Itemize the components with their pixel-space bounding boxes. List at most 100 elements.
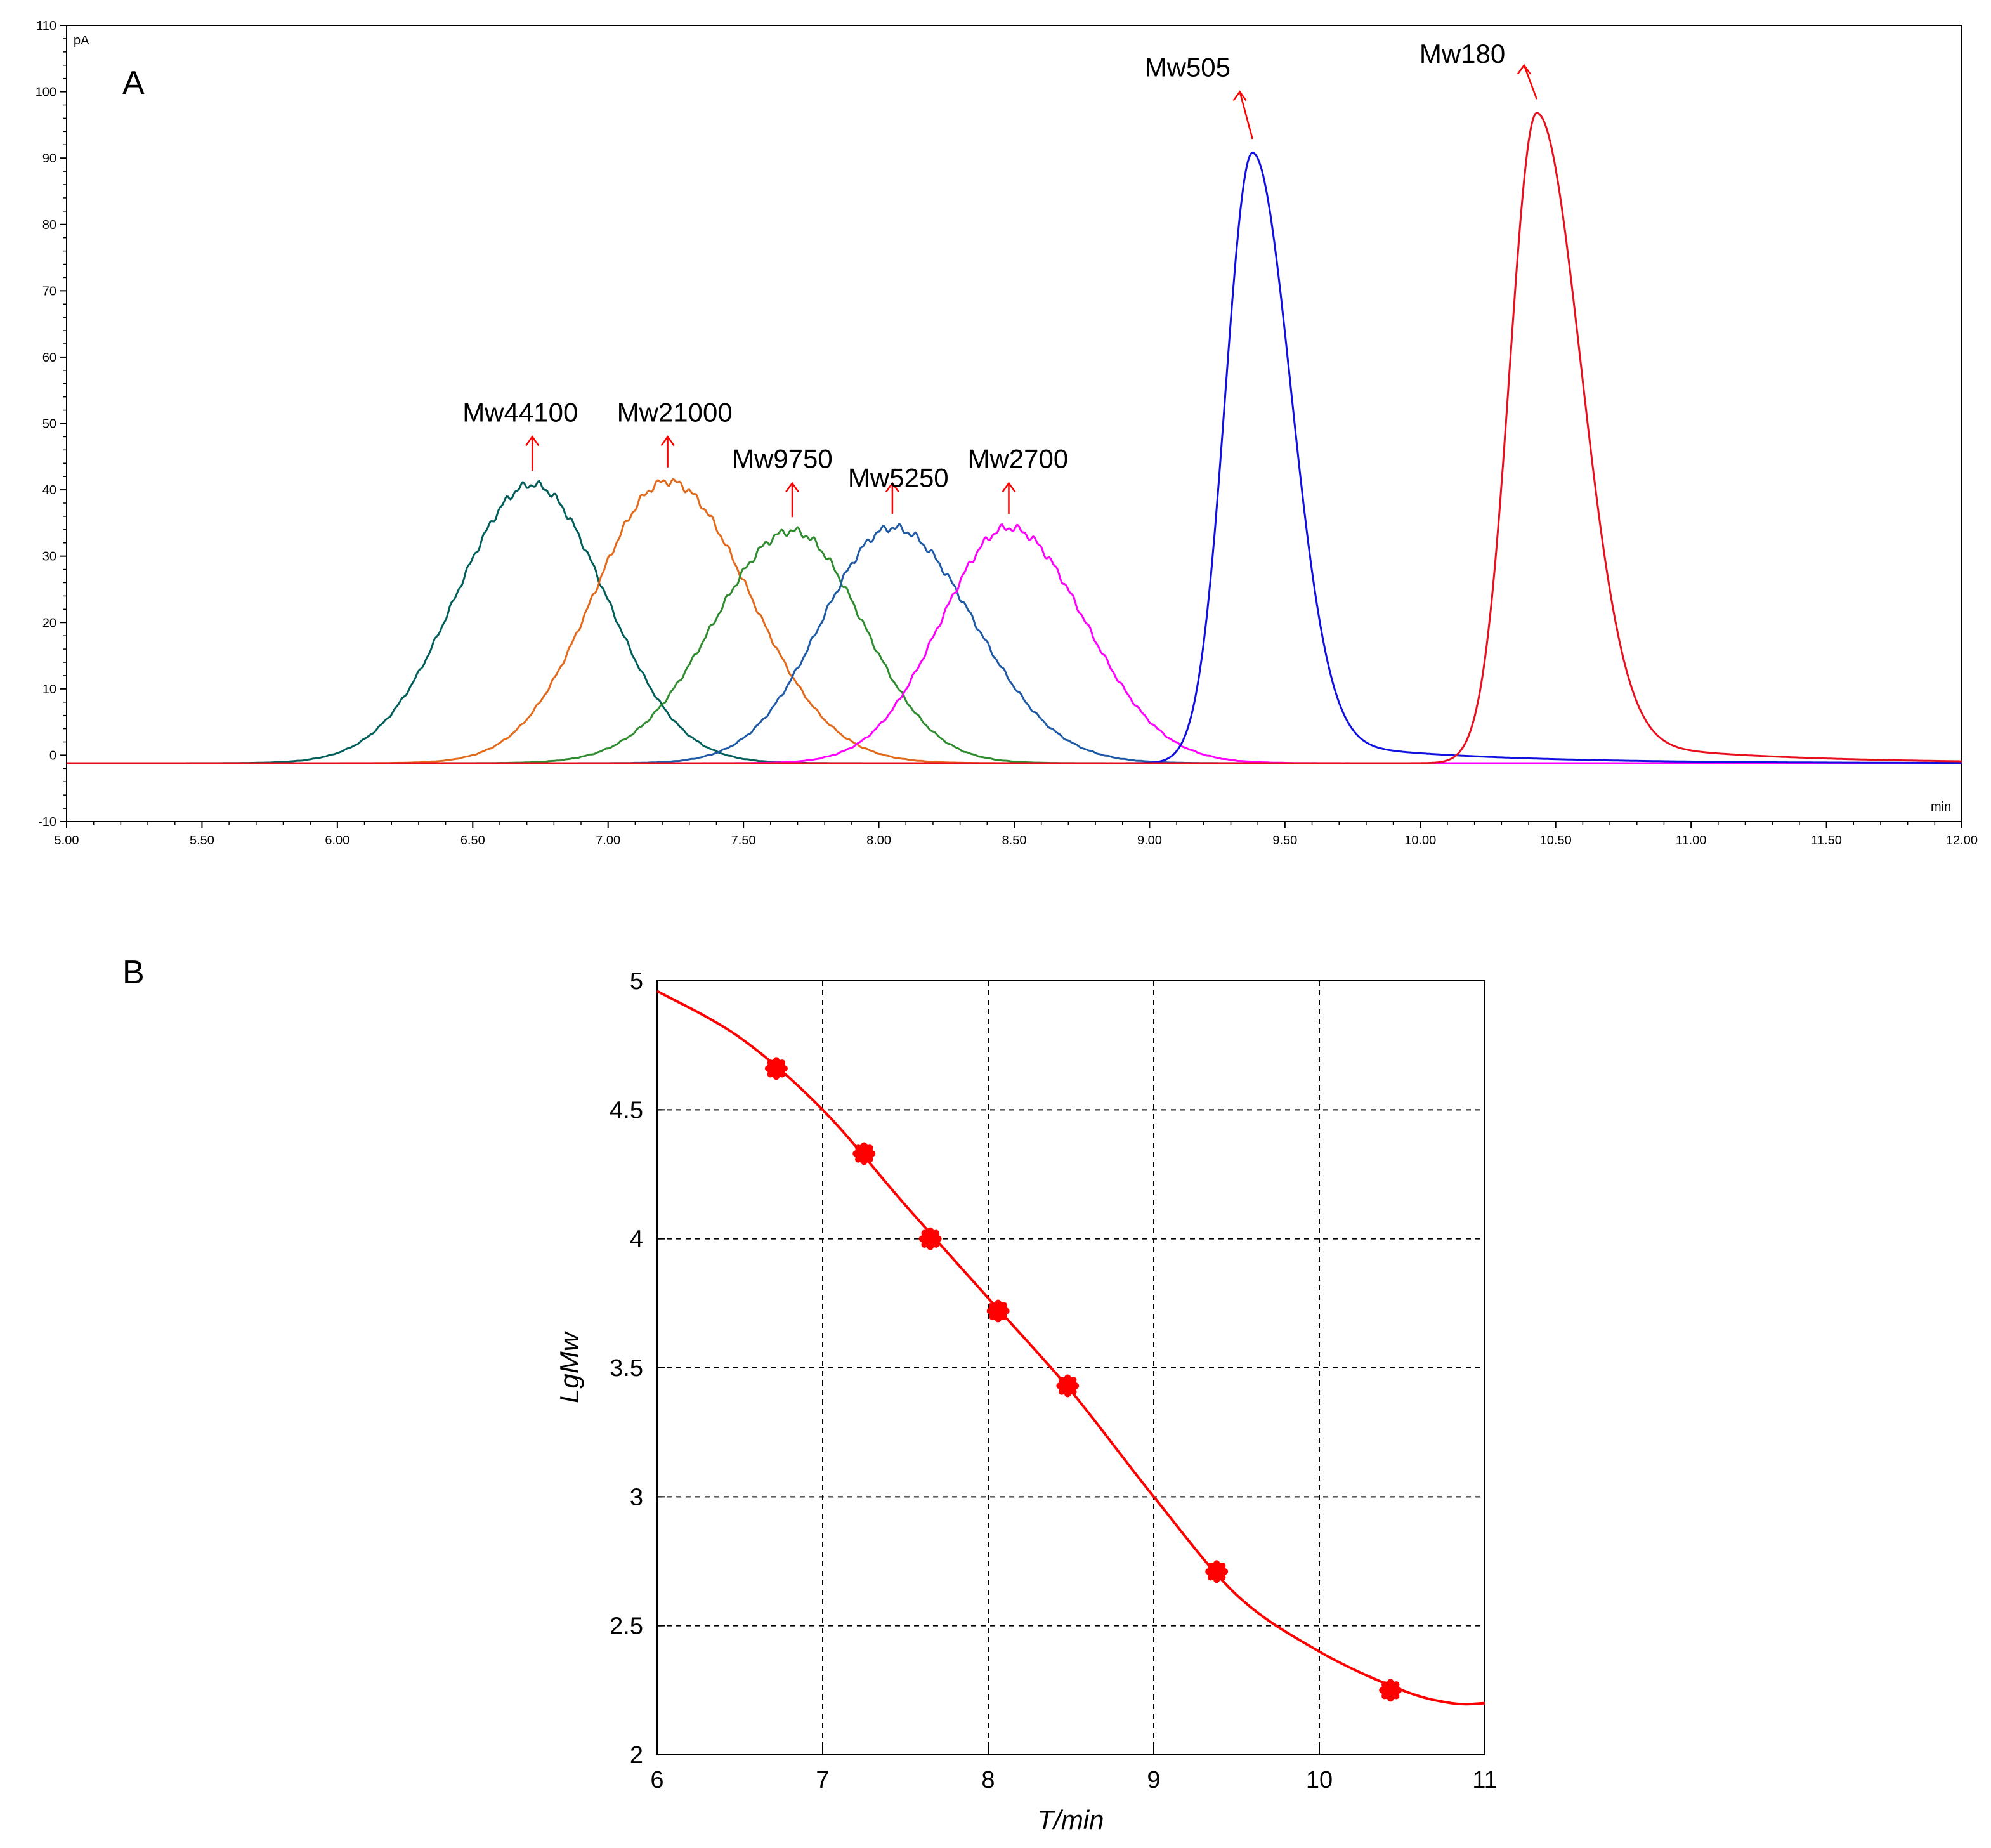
panel-b-data-point bbox=[764, 1057, 788, 1080]
panel-a-y-tick-label: 40 bbox=[42, 483, 56, 497]
peak-label: Mw5250 bbox=[848, 463, 949, 493]
panel-b-point-lobe bbox=[773, 1073, 780, 1080]
panel-a-series-line-mw5250 bbox=[67, 522, 1962, 764]
panel-b-point-lobe bbox=[1064, 1391, 1071, 1398]
panel-b-data-point bbox=[1205, 1560, 1229, 1583]
peak-annotation-mw44100: Mw44100 bbox=[462, 397, 578, 471]
panel-b-point-lobe bbox=[927, 1243, 934, 1250]
panel-b-point-lobe bbox=[1213, 1576, 1220, 1583]
panel-b-point-lobe bbox=[1387, 1695, 1394, 1702]
panel-a-y-tick-label: 50 bbox=[42, 417, 56, 431]
peak-arrow-head bbox=[525, 435, 540, 447]
panel-b-point-lobe bbox=[1395, 1687, 1402, 1694]
panel-b-data-point bbox=[852, 1142, 876, 1165]
panel-a-y-tick-label: 80 bbox=[42, 218, 56, 232]
peak-arrow-head bbox=[1517, 63, 1531, 75]
panel-b-point-lobe bbox=[781, 1065, 788, 1072]
panel-a-series-line-mw44100 bbox=[67, 480, 1962, 764]
panel-b-y-tick-label: 2.5 bbox=[610, 1613, 643, 1640]
panel-b-point-lobe bbox=[995, 1299, 1002, 1306]
panel-a-x-tick-label: 5.00 bbox=[55, 834, 79, 848]
panel-b-data-point bbox=[918, 1227, 942, 1250]
panel-b-y-axis-title: LgMw bbox=[554, 1330, 584, 1403]
panel-b-data-point bbox=[1056, 1374, 1080, 1398]
panel-a-series-line-mw180 bbox=[67, 112, 1962, 764]
peak-label: Mw2700 bbox=[967, 444, 1068, 474]
panel-a-frame bbox=[66, 25, 1962, 822]
peak-annotation-mw180: Mw180 bbox=[1420, 39, 1538, 100]
panel-a-x-unit: min bbox=[1931, 800, 1951, 814]
panel-b-data-point bbox=[986, 1299, 1010, 1323]
panel-b-point-lobe bbox=[1219, 1574, 1226, 1581]
panel-b-x-tick-label: 7 bbox=[816, 1767, 829, 1793]
panel-b-point-lobe bbox=[1064, 1374, 1071, 1381]
panel-b-y-tick-label: 3.5 bbox=[610, 1355, 643, 1382]
panel-b-point-lobe bbox=[773, 1057, 780, 1064]
panel-a-y-unit: pA bbox=[74, 34, 89, 48]
panel-b-y-tick-label: 5 bbox=[630, 968, 643, 995]
panel-b-point-lobe bbox=[1059, 1388, 1066, 1395]
panel-b-point-lobe bbox=[1000, 1302, 1007, 1309]
panel-b-point-lobe bbox=[1070, 1388, 1077, 1395]
panel-b-point-lobe bbox=[918, 1235, 925, 1242]
panel-a-peak-labels: Mw44100 Mw21000 Mw9750 Mw5250 Mw2700 Mw505 Mw1… bbox=[462, 39, 1538, 518]
panel-a-series-line-mw2700 bbox=[67, 523, 1962, 764]
panel-a-x-tick-label: 7.50 bbox=[731, 834, 756, 848]
panel-a-y-tick-label: 60 bbox=[42, 351, 56, 365]
panel-b-point-lobe bbox=[779, 1071, 786, 1078]
panel-b-point-lobe bbox=[866, 1156, 873, 1163]
panel-a-y-tick-label: 100 bbox=[36, 86, 56, 100]
panel-b-y-tick-label: 3 bbox=[630, 1484, 643, 1511]
panel-a-x-tick-label: 10.00 bbox=[1404, 834, 1436, 848]
panel-b-point-lobe bbox=[767, 1059, 774, 1066]
panel-a-x-tick-label: 10.50 bbox=[1540, 834, 1572, 848]
peak-annotation-mw2700: Mw2700 bbox=[967, 444, 1068, 514]
panel-b-x-axis-title: T/min bbox=[1038, 1805, 1104, 1835]
peak-arrow-head bbox=[785, 482, 799, 493]
panel-b-point-lobe bbox=[989, 1302, 996, 1309]
panel-b-y-tick-label: 2 bbox=[630, 1742, 643, 1769]
peak-arrow-head bbox=[1002, 482, 1016, 493]
panel-a-ticks: 5.00 5.50 6.00 6.50 7.00 7.50 8.00 8.50 9.00 9.50… bbox=[36, 19, 1978, 848]
peak-label: Mw44100 bbox=[462, 397, 578, 427]
panel-b-data-point bbox=[1379, 1679, 1402, 1702]
panel-b-point-lobe bbox=[989, 1313, 996, 1320]
panel-b-x-tick-label: 9 bbox=[1147, 1767, 1160, 1793]
peak-annotation-mw5250: Mw5250 bbox=[848, 463, 949, 514]
panel-a-x-tick-label: 6.00 bbox=[325, 834, 349, 848]
panel-a-y-tick-label: -10 bbox=[38, 815, 56, 829]
panel-a-series-line-mw21000 bbox=[67, 478, 1962, 764]
panel-b-y-tick-label: 4 bbox=[630, 1226, 643, 1253]
panel-b-point-lobe bbox=[861, 1142, 868, 1149]
panel-b-point-lobe bbox=[861, 1158, 868, 1165]
panel-a-x-tick-label: 11.00 bbox=[1676, 834, 1707, 848]
panel-a-x-tick-label: 9.00 bbox=[1137, 834, 1162, 848]
panel-b-point-lobe bbox=[1003, 1307, 1010, 1314]
panel-b-point-lobe bbox=[932, 1229, 939, 1236]
panel-b-point-lobe bbox=[995, 1316, 1002, 1323]
panel-b-point-lobe bbox=[1219, 1563, 1226, 1569]
panel-a-x-tick-label: 11.50 bbox=[1811, 834, 1842, 848]
panel-b-x-tick-label: 6 bbox=[650, 1767, 663, 1793]
panel-a-y-tick-label: 70 bbox=[42, 284, 56, 298]
panel-a-letter: A bbox=[122, 65, 145, 102]
panel-b-point-lobe bbox=[852, 1150, 859, 1157]
panel-a-x-tick-label: 8.00 bbox=[866, 834, 891, 848]
peak-label: Mw505 bbox=[1145, 53, 1231, 82]
panel-b-point-lobe bbox=[1205, 1568, 1212, 1575]
panel-a: pA min A 5.00 5.50 6.00 6.50 7.00 7.50 8.00 8.5… bbox=[36, 19, 1978, 848]
panel-a-x-tick-label: 6.50 bbox=[460, 834, 485, 848]
panel-b-x-tick-label: 11 bbox=[1472, 1767, 1497, 1793]
panel-b-point-lobe bbox=[1387, 1679, 1394, 1686]
panel-b-point-lobe bbox=[927, 1227, 934, 1234]
panel-b-point-lobe bbox=[869, 1150, 876, 1157]
panel-b-point-lobe bbox=[866, 1144, 873, 1151]
panel-a-y-tick-label: 10 bbox=[42, 683, 56, 697]
panel-b-points bbox=[764, 1057, 1402, 1702]
panel-b-fit-curve bbox=[656, 990, 1485, 1706]
panel-b-point-lobe bbox=[1000, 1313, 1007, 1320]
peak-arrow-line bbox=[1239, 91, 1253, 140]
panel-b-point-lobe bbox=[1056, 1382, 1063, 1389]
